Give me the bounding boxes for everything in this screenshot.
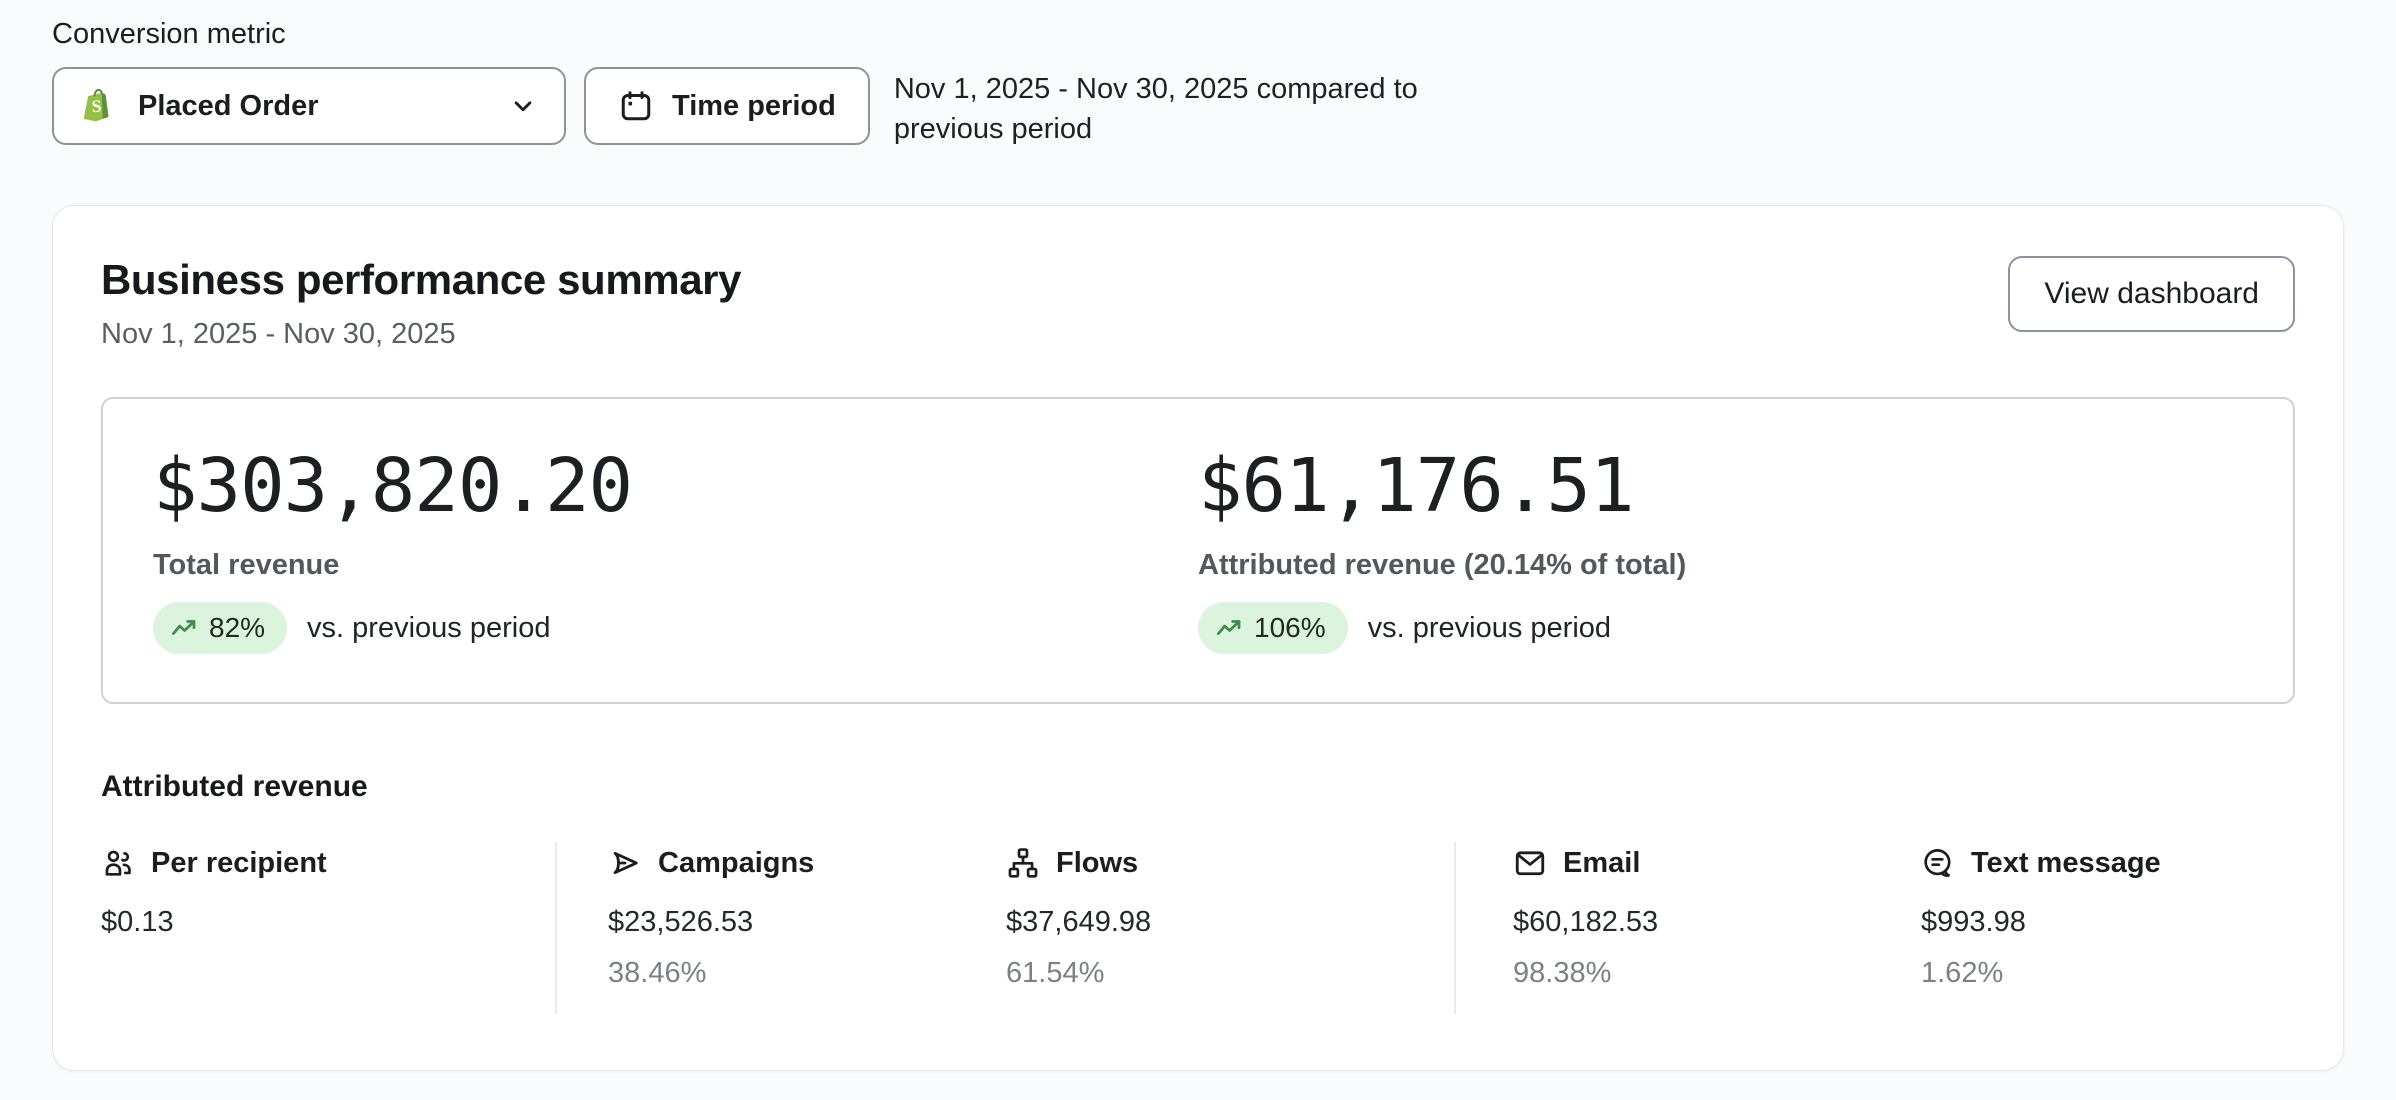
attr-col-label: Flows xyxy=(1056,846,1139,879)
campaigns-column: Campaigns $23,526.53 38.46% xyxy=(555,842,955,1015)
attributed-revenue-metric: $61,176.51 Attributed revenue (20.14% of… xyxy=(1198,443,2243,655)
card-header-text: Business performance summary Nov 1, 2025… xyxy=(101,256,741,351)
change-badge: 82% xyxy=(153,602,288,655)
users-icon xyxy=(101,846,135,880)
attributed-revenue-label: Attributed revenue (20.14% of total) xyxy=(1198,549,1687,582)
message-icon xyxy=(1921,846,1955,880)
change-percent: 82% xyxy=(209,612,266,644)
change-percent: 106% xyxy=(1254,612,1326,644)
send-icon xyxy=(608,846,642,880)
change-note: vs. previous period xyxy=(1367,611,1612,644)
flows-column: Flows $37,649.98 61.54% xyxy=(955,842,1454,1014)
attr-col-label: Per recipient xyxy=(151,846,327,879)
calendar-icon xyxy=(618,88,654,124)
attributed-revenue-breakdown: Per recipient $0.13 Campaigns $23,526.53 xyxy=(101,842,2295,1015)
controls-row: S Placed Order Time period Nov 1, 2025 -… xyxy=(52,67,2344,149)
time-period-button[interactable]: Time period xyxy=(584,67,870,145)
total-revenue-change-row: 82% vs. previous period xyxy=(153,602,1198,655)
trend-up-icon xyxy=(169,613,199,643)
trend-up-icon xyxy=(1214,613,1244,643)
text-message-column: Text message $993.98 1.62% xyxy=(1864,842,2295,1014)
per-recipient-column: Per recipient $0.13 xyxy=(101,842,555,1014)
total-revenue-value: $303,820.20 xyxy=(153,443,633,530)
attr-col-value: $993.98 xyxy=(1921,906,2026,939)
total-revenue-metric: $303,820.20 Total revenue 82% vs. previo… xyxy=(153,443,1198,655)
total-revenue-label: Total revenue xyxy=(153,549,340,582)
attr-col-percent: 1.62% xyxy=(1921,957,2004,990)
change-badge: 106% xyxy=(1198,602,1348,655)
attr-col-value: $60,182.53 xyxy=(1513,906,1659,939)
view-dashboard-button[interactable]: View dashboard xyxy=(2008,256,2295,333)
conversion-metric-value: Placed Order xyxy=(138,89,319,122)
attr-col-percent: 61.54% xyxy=(1006,957,1105,990)
card-title: Business performance summary xyxy=(101,256,742,304)
conversion-metric-label: Conversion metric xyxy=(52,18,286,50)
business-performance-card: Business performance summary Nov 1, 2025… xyxy=(52,205,2344,1072)
attr-col-label: Campaigns xyxy=(658,846,815,879)
attr-col-percent: 98.38% xyxy=(1513,957,1612,990)
attr-col-value: $37,649.98 xyxy=(1006,906,1152,939)
revenue-metrics-box: $303,820.20 Total revenue 82% vs. previo… xyxy=(101,397,2295,705)
attr-col-value: $0.13 xyxy=(101,906,174,939)
attributed-revenue-value: $61,176.51 xyxy=(1198,443,1635,530)
shopify-icon: S xyxy=(78,86,118,126)
change-note: vs. previous period xyxy=(307,611,551,644)
email-icon xyxy=(1513,846,1547,880)
email-column: Email $60,182.53 98.38% xyxy=(1454,842,1864,1015)
time-period-label: Time period xyxy=(672,89,836,122)
date-range-note: Nov 1, 2025 - Nov 30, 2025 compared to p… xyxy=(893,73,1418,146)
attr-col-percent: 38.46% xyxy=(608,957,707,990)
card-header: Business performance summary Nov 1, 2025… xyxy=(101,256,2295,351)
svg-text:S: S xyxy=(91,96,102,117)
card-subtitle: Nov 1, 2025 - Nov 30, 2025 xyxy=(101,318,456,351)
attr-col-value: $23,526.53 xyxy=(608,906,754,939)
attributed-revenue-heading: Attributed revenue xyxy=(101,770,368,804)
attr-col-label: Text message xyxy=(1971,846,2161,879)
attributed-revenue-change-row: 106% vs. previous period xyxy=(1198,602,2243,655)
attr-col-label: Email xyxy=(1563,846,1641,879)
flow-icon xyxy=(1006,846,1040,880)
chevron-down-icon xyxy=(508,91,538,121)
conversion-metric-dropdown[interactable]: S Placed Order xyxy=(52,67,566,145)
